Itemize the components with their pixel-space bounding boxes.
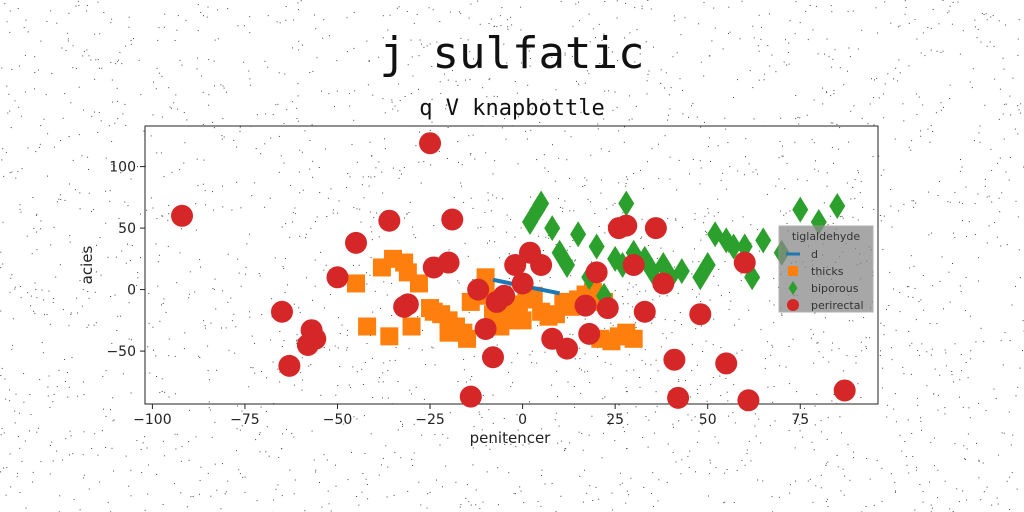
y-axis-label: acies <box>78 245 96 284</box>
scatter-point-circle <box>556 337 579 360</box>
legend-label: thicks <box>811 265 844 278</box>
scatter-point-circle <box>474 317 497 340</box>
x-tick-label: −100 <box>133 412 171 428</box>
scatter-point-diamond <box>625 239 642 266</box>
scatter-point-diamond <box>829 192 846 219</box>
x-tick-label: −50 <box>323 412 353 428</box>
scatter-point-circle <box>622 254 645 276</box>
scatter-point-square <box>409 274 428 293</box>
chart-title: j sulfatic <box>379 28 645 79</box>
scatter-point-diamond <box>588 233 605 260</box>
scatter-point-square <box>513 311 532 330</box>
scatter-point-circle <box>481 346 504 369</box>
scatter-point-circle <box>278 354 301 377</box>
scatter-point-circle <box>578 322 601 345</box>
scatter-point-square <box>439 323 458 342</box>
legend-swatch-circle <box>786 298 800 312</box>
y-tick-label: 100 <box>109 160 136 176</box>
scatter-point-circle <box>396 293 419 316</box>
scatter-point-circle <box>652 272 675 295</box>
scatter-point-circle <box>574 294 597 317</box>
legend-swatch-diamond <box>788 280 798 296</box>
scatter-point-circle <box>833 379 856 402</box>
scatter-point-square <box>458 329 477 348</box>
x-tick-label: 0 <box>518 412 527 428</box>
scatter-point-circle <box>530 254 553 276</box>
scatter-point-circle <box>663 348 686 371</box>
scatter-point-circle <box>345 231 368 254</box>
x-tick-label: 50 <box>699 412 717 428</box>
scatter-point-diamond <box>725 233 742 260</box>
scatter-point-square <box>347 274 366 293</box>
scatter-point-circle <box>326 266 349 289</box>
plot-area <box>144 125 879 405</box>
scatter-point-circle <box>378 209 401 232</box>
scatter-point-square <box>624 329 643 348</box>
scatter-point-square <box>358 317 377 336</box>
axis-ticks: −100 −75 −50 −25 0 25 50 75 −50 0 50 100 <box>106 160 809 428</box>
scatter-point-circle <box>733 251 756 274</box>
scatter-point-circle <box>171 204 194 227</box>
scatter-point-circle <box>689 303 712 326</box>
x-tick-label: 75 <box>791 412 809 428</box>
legend: tiglaldehyde d thicks biporous perirectal <box>778 225 874 313</box>
scatter-point-diamond <box>618 190 635 217</box>
scatter-point-square <box>558 295 577 314</box>
scatter-point-diamond <box>699 252 716 278</box>
scatter-point-circle <box>437 251 460 274</box>
scatter-point-circle <box>737 389 760 412</box>
chart-subtitle: q V knapbottle <box>419 96 605 121</box>
scatter-point-circle <box>511 272 534 295</box>
data-marks <box>171 132 856 412</box>
x-axis-label: penitencer <box>470 429 552 447</box>
scatter-point-circle <box>270 300 293 323</box>
scatter-point-diamond <box>570 221 587 248</box>
scatter-point-circle <box>715 352 738 375</box>
scatter-point-circle <box>419 132 442 155</box>
y-tick-label: −50 <box>106 344 136 360</box>
scatter-point-circle <box>644 217 667 240</box>
scatter-point-circle <box>585 261 608 284</box>
legend-label: biporous <box>811 282 859 295</box>
x-tick-label: −25 <box>415 412 445 428</box>
legend-label: d <box>811 248 818 261</box>
x-tick-label: −75 <box>230 412 260 428</box>
legend-label: perirectal <box>811 299 864 312</box>
x-tick-label: 25 <box>606 412 624 428</box>
scatter-point-circle <box>615 214 638 237</box>
scatter-point-circle <box>667 386 690 409</box>
scatter-point-diamond <box>544 215 561 242</box>
scatter-point-circle <box>304 327 327 350</box>
scatter-point-diamond <box>559 252 576 278</box>
legend-swatch-square <box>788 266 798 276</box>
scatter-point-circle <box>459 385 482 408</box>
scatter-point-circle <box>493 284 516 307</box>
scatter-point-circle <box>504 254 527 276</box>
scatter-point-diamond <box>529 196 546 223</box>
y-tick-label: 50 <box>118 221 136 237</box>
scatter-point-diamond <box>792 196 809 223</box>
scatter-point-square <box>380 327 399 346</box>
scatter-point-circle <box>467 278 490 301</box>
legend-title: tiglaldehyde <box>792 230 860 243</box>
scatter-point-diamond <box>551 239 568 266</box>
scatter-point-circle <box>633 300 656 323</box>
scatter-point-diamond <box>673 258 690 285</box>
y-tick-label: 0 <box>127 283 136 299</box>
scatter-point-square <box>402 317 421 336</box>
scatter-point-diamond <box>755 227 772 254</box>
scatter-point-circle <box>596 297 619 320</box>
scatter-point-circle <box>441 208 464 231</box>
